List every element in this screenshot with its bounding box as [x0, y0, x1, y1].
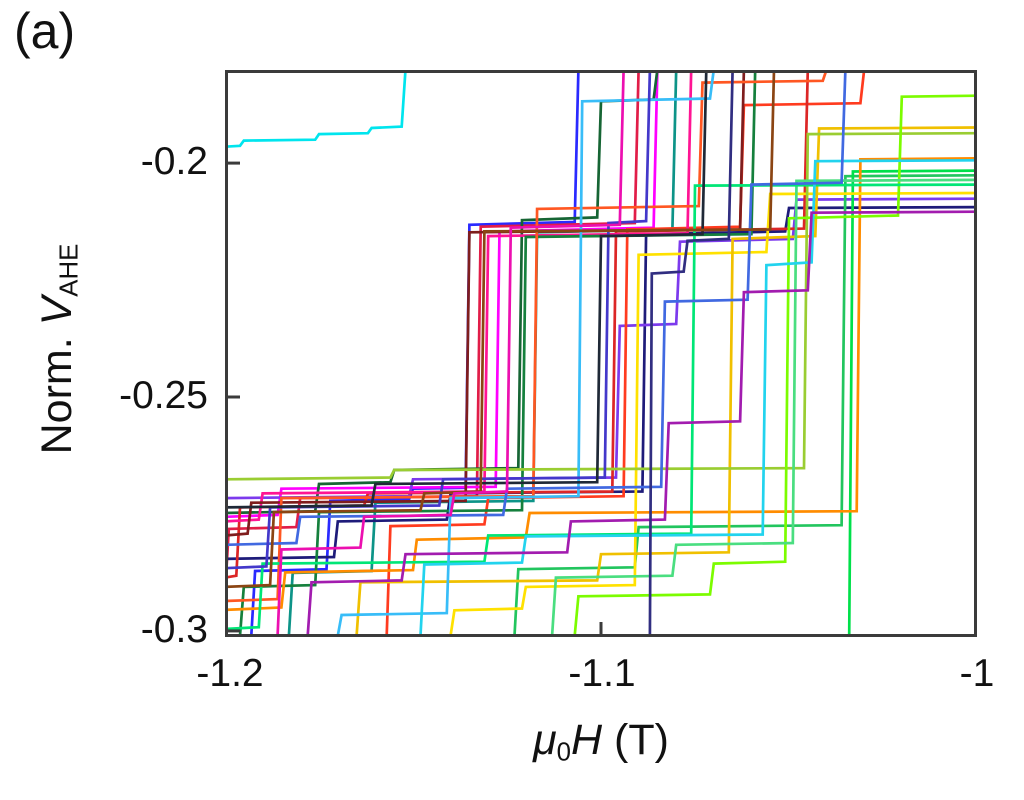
plot-canvas [225, 70, 977, 637]
trace-30 [225, 70, 776, 589]
trace-15 [847, 169, 977, 636]
trace-23 [225, 183, 977, 631]
trace-22 [550, 178, 977, 636]
y-axis-tick-label: -0.2 [140, 140, 208, 183]
trace-14 [513, 173, 977, 636]
y-axis-tick-label: -0.25 [119, 374, 208, 417]
plot-frame [225, 70, 977, 637]
x-axis-tick-label: -1.2 [196, 652, 264, 695]
x-axis-tick-label: -1 [959, 652, 995, 695]
trace-09 [385, 70, 866, 636]
y-axis-subscript: AHE [55, 243, 84, 297]
trace-28 [306, 210, 977, 636]
trace-31 [648, 70, 734, 636]
trace-27 [225, 70, 652, 570]
trace-26 [225, 70, 847, 547]
plot-area [225, 70, 977, 637]
trace-29 [225, 70, 708, 509]
y-axis-tick-label: -0.3 [140, 608, 208, 651]
trace-17 [225, 70, 828, 603]
trace-18 [449, 191, 977, 636]
panel-label: (a) [14, 3, 76, 59]
trace-04 [225, 70, 659, 519]
y-axis-variable: V [33, 296, 81, 326]
trace-20 [225, 131, 977, 481]
trace-25 [419, 158, 977, 636]
y-axis-prefix: Norm. [33, 325, 81, 455]
x-axis-unit: (T) [602, 716, 669, 764]
x-axis-subscript: 0 [556, 738, 571, 767]
trace-16 [225, 157, 977, 612]
x-axis-title: μ0H (T) [441, 716, 761, 767]
trace-32 [276, 70, 625, 636]
x-axis-tick-label: -1.1 [568, 652, 636, 695]
y-axis-title: Norm. VAHE [33, 129, 87, 569]
trace-21 [573, 94, 977, 636]
trace-24 [336, 70, 716, 636]
x-axis-symbol: μ [533, 716, 557, 764]
trace-19 [355, 126, 977, 636]
trace-01 [225, 70, 407, 149]
x-axis-variable: H [571, 716, 603, 764]
trace-05 [225, 70, 659, 515]
